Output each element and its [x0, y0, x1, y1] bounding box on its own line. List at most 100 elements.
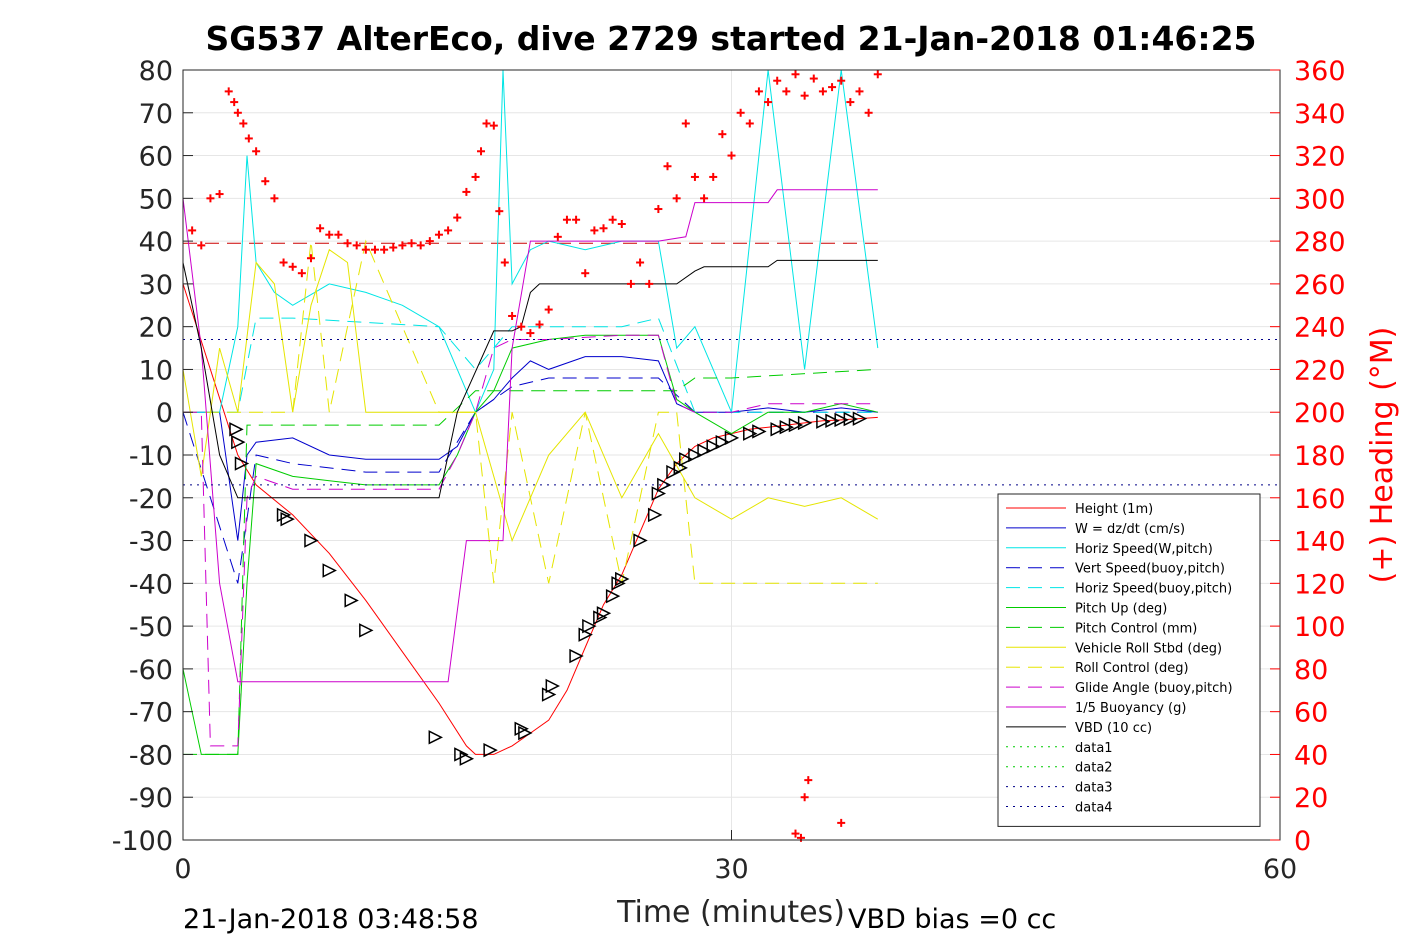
heading-point: [334, 230, 343, 239]
heading-point: [188, 226, 197, 235]
legend: Height (1m) W = dz/dt (cm/s) Horiz Speed(W…: [997, 493, 1261, 827]
legend-box: [997, 493, 1261, 827]
vbd-triangle-marker: [344, 593, 359, 608]
heading-point: [471, 172, 480, 181]
vbd-triangle-marker: [788, 417, 804, 433]
y-tick-label: -30: [129, 527, 173, 558]
vbd-triangle-marker: [633, 533, 648, 548]
heading-point: [495, 207, 504, 216]
right-tick-label: 140: [1294, 527, 1346, 558]
heading-point: [316, 224, 325, 233]
right-tick-label: 200: [1294, 398, 1346, 429]
heading-point: [608, 215, 617, 224]
y-tick-label: 10: [139, 355, 173, 386]
right-tick-label: 320: [1294, 142, 1346, 173]
heading-point: [837, 818, 846, 827]
right-tick-label: 80: [1294, 655, 1328, 686]
y-tick-label: -90: [129, 783, 173, 814]
heading-point: [864, 108, 873, 117]
vbd-triangles: [229, 411, 868, 766]
legend-label: Roll Control (deg): [1075, 661, 1189, 676]
heading-point: [791, 70, 800, 79]
footer-vbd-bias: VBD bias =0 cc: [848, 904, 1056, 935]
heading-point: [873, 70, 882, 79]
vbd-triangle-marker: [657, 477, 672, 493]
heading-point: [800, 793, 809, 802]
right-tick-label: 340: [1294, 99, 1346, 130]
heading-point: [553, 232, 562, 241]
right-tick-label: 240: [1294, 313, 1346, 344]
heading-point: [215, 190, 224, 199]
vbd-triangle-marker: [605, 588, 621, 604]
legend-label: Glide Angle (buoy,pitch): [1075, 681, 1233, 696]
heading-point: [663, 162, 672, 171]
vbd-triangle-marker: [666, 464, 681, 480]
heading-point: [325, 230, 334, 239]
heading-point: [434, 230, 443, 239]
right-tick-label: 280: [1294, 227, 1346, 258]
y-tick-label: -60: [129, 655, 173, 686]
heading-point: [800, 91, 809, 100]
vbd-triangle-marker: [816, 414, 831, 429]
legend-label: W = dz/dt (cm/s): [1075, 522, 1185, 537]
legend-label: Height (1m): [1075, 502, 1153, 517]
heading-point: [837, 76, 846, 85]
right-tick-label: 220: [1294, 355, 1346, 386]
vbd-triangle-marker: [743, 426, 758, 441]
vbd-triangle-marker: [518, 725, 533, 741]
heading-point: [398, 241, 407, 250]
vbd-triangle-marker: [276, 507, 292, 523]
right-tick-label: 20: [1294, 783, 1328, 814]
heading-point: [389, 243, 398, 252]
y-tick-label: 80: [139, 56, 173, 87]
heading-point: [562, 215, 571, 224]
heading-point: [526, 329, 535, 338]
vbd-triangle-marker: [229, 422, 244, 437]
series-line: [182, 377, 878, 584]
heading-point: [745, 119, 754, 128]
y-tick-label: -70: [129, 698, 173, 729]
vbd-triangle-marker: [428, 730, 443, 745]
y-tick-label: 30: [139, 270, 173, 301]
heading-point: [773, 76, 782, 85]
y-tick-label: -100: [112, 826, 173, 857]
heading-point: [736, 108, 745, 117]
vbd-triangle-marker: [582, 618, 597, 634]
vbd-triangle-marker: [697, 443, 712, 458]
right-tick-label: 180: [1294, 441, 1346, 472]
right-tick-label: 40: [1294, 740, 1328, 771]
heading-point: [754, 87, 763, 96]
legend-label: Pitch Control (mm): [1075, 621, 1197, 636]
heading-point: [809, 74, 818, 83]
heading-point: [489, 121, 498, 130]
vbd-triangle-marker: [234, 456, 250, 471]
right-tick-label: 100: [1294, 612, 1346, 643]
vbd-triangle-marker: [843, 411, 859, 427]
heading-point: [636, 258, 645, 267]
right-tick-label: 300: [1294, 184, 1346, 215]
y-tick-label: -40: [129, 569, 173, 600]
heading-point: [572, 215, 581, 224]
heading-point: [727, 151, 736, 160]
heading-point: [261, 177, 270, 186]
heading-point: [626, 279, 635, 288]
heading-point: [681, 119, 690, 128]
legend-label: Horiz Speed(buoy,pitch): [1075, 582, 1232, 597]
footer-timestamp: 21-Jan-2018 03:48:58: [183, 904, 479, 935]
vbd-triangle-marker: [231, 434, 246, 450]
y-tick-label: -80: [129, 740, 173, 771]
vbd-triangle-marker: [688, 447, 703, 463]
vbd-triangle-marker: [322, 563, 337, 578]
y-tick-label: -50: [129, 612, 173, 643]
y-tick-label: -20: [129, 484, 173, 515]
heading-point: [517, 322, 526, 331]
heading-point: [855, 87, 864, 96]
heading-point: [804, 776, 813, 785]
heading-point: [718, 130, 727, 139]
heading-point: [306, 254, 315, 263]
x-tick-label: 0: [174, 854, 191, 885]
vbd-triangle-marker: [483, 742, 498, 758]
chart-title: SG537 AlterEco, dive 2729 started 21-Jan…: [205, 19, 1256, 58]
vbd-triangle-marker: [834, 412, 849, 428]
vbd-triangle-marker: [715, 434, 731, 450]
